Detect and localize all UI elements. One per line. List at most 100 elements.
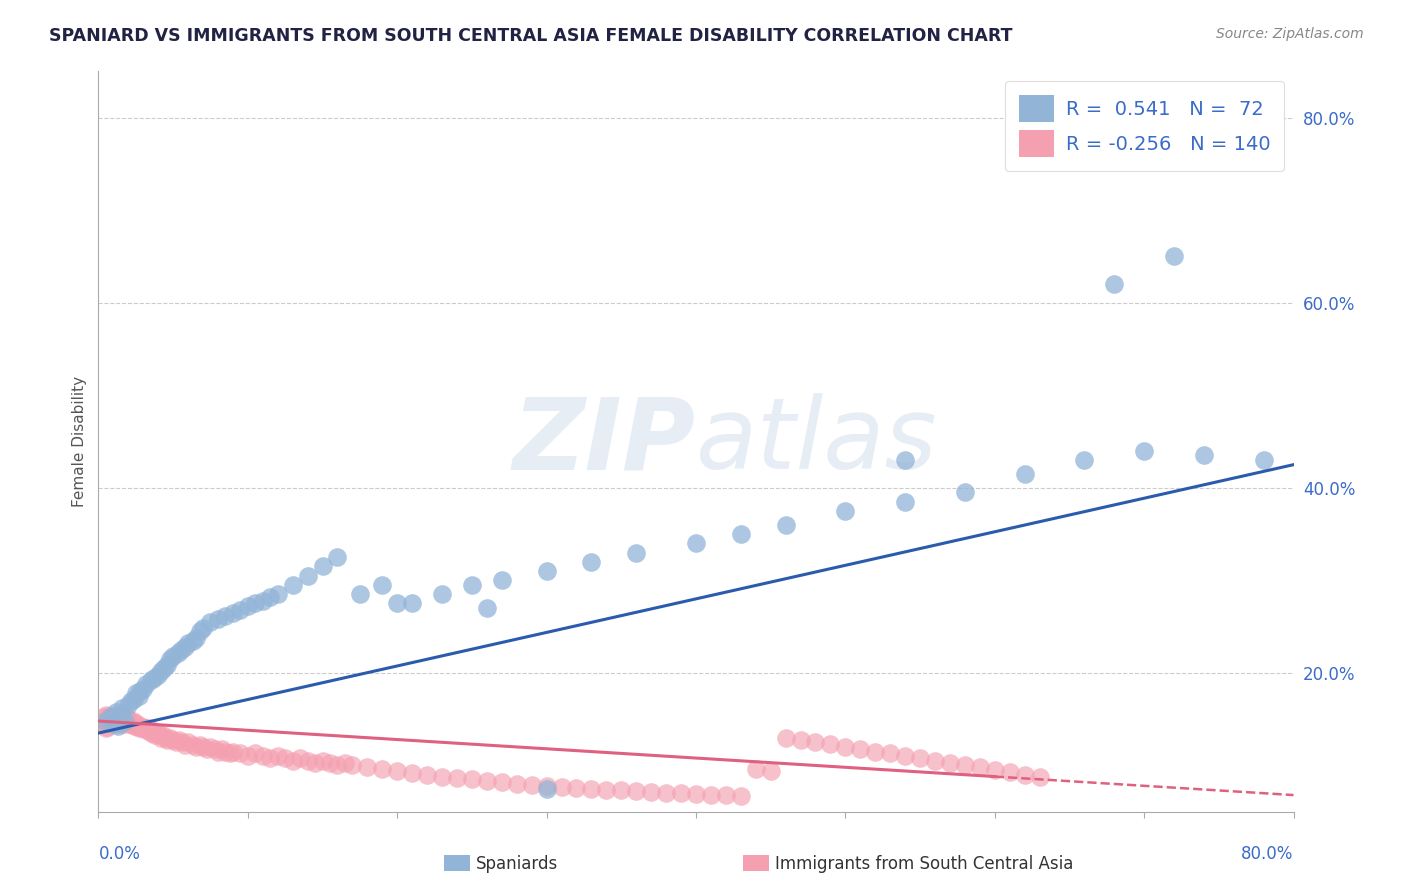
Point — [229, 747, 252, 761]
Point — [879, 747, 901, 761]
Point — [610, 783, 633, 797]
Text: Spaniards: Spaniards — [477, 855, 558, 872]
Point — [105, 705, 128, 719]
Point — [536, 564, 558, 578]
Point — [759, 764, 782, 778]
Point — [491, 775, 513, 789]
Point — [111, 701, 134, 715]
Point — [252, 749, 274, 764]
Point — [655, 786, 678, 800]
Point — [111, 716, 134, 731]
Point — [134, 722, 156, 736]
Point — [200, 615, 222, 629]
Point — [401, 597, 423, 611]
Point — [181, 633, 204, 648]
Point — [156, 658, 179, 673]
Point — [101, 712, 124, 726]
Point — [118, 714, 141, 728]
Point — [155, 731, 177, 745]
Point — [356, 760, 378, 774]
Point — [105, 714, 128, 728]
Point — [969, 760, 991, 774]
Point — [685, 536, 707, 550]
Point — [188, 738, 211, 752]
Point — [162, 649, 184, 664]
Point — [108, 714, 131, 728]
Point — [211, 741, 233, 756]
Point — [998, 764, 1021, 779]
Point — [136, 722, 159, 736]
Point — [110, 711, 132, 725]
Point — [1028, 770, 1050, 784]
Point — [565, 780, 588, 795]
Point — [259, 590, 281, 604]
Point — [153, 661, 176, 675]
Point — [120, 716, 142, 731]
Point — [581, 781, 603, 796]
Point — [775, 517, 797, 532]
Point — [371, 762, 394, 776]
Point — [149, 728, 172, 742]
Point — [288, 751, 311, 765]
Point — [125, 686, 148, 700]
Point — [104, 711, 127, 725]
Point — [685, 787, 707, 801]
Point — [98, 710, 122, 724]
Point — [107, 716, 129, 731]
Point — [333, 756, 356, 770]
Point — [156, 732, 179, 747]
Point — [236, 749, 259, 764]
Point — [166, 646, 188, 660]
Point — [461, 772, 484, 787]
Text: Immigrants from South Central Asia: Immigrants from South Central Asia — [775, 855, 1073, 872]
Point — [139, 726, 162, 740]
Point — [326, 550, 349, 565]
Point — [626, 784, 648, 798]
Point — [730, 789, 752, 803]
Point — [148, 726, 170, 740]
Point — [849, 741, 872, 756]
Point — [112, 714, 135, 728]
Point — [894, 494, 917, 508]
Point — [820, 737, 842, 751]
Point — [1104, 277, 1126, 292]
Point — [939, 756, 962, 770]
Point — [96, 720, 118, 734]
Point — [953, 758, 976, 772]
Point — [430, 587, 453, 601]
Point — [342, 758, 364, 772]
Point — [98, 710, 122, 724]
Point — [626, 545, 648, 560]
Point — [174, 640, 197, 654]
Text: Source: ZipAtlas.com: Source: ZipAtlas.com — [1216, 27, 1364, 41]
Text: 0.0%: 0.0% — [98, 845, 141, 863]
Point — [984, 763, 1007, 777]
Point — [177, 636, 200, 650]
Point — [304, 756, 326, 770]
Point — [1253, 453, 1275, 467]
Point — [550, 780, 572, 794]
Point — [349, 587, 371, 601]
Point — [167, 732, 190, 747]
Point — [114, 714, 136, 728]
Point — [461, 578, 484, 592]
Point — [326, 758, 349, 772]
Point — [274, 751, 297, 765]
Point — [159, 731, 181, 745]
Point — [700, 788, 723, 802]
Point — [385, 764, 409, 778]
Point — [714, 788, 737, 802]
Point — [135, 677, 157, 691]
Point — [385, 597, 409, 611]
Point — [152, 728, 174, 742]
Point — [245, 597, 267, 611]
Point — [142, 671, 165, 685]
Point — [371, 578, 394, 592]
Point — [222, 606, 245, 620]
Point — [953, 485, 976, 500]
Point — [114, 709, 136, 723]
Point — [127, 719, 149, 733]
Text: ZIP: ZIP — [513, 393, 696, 490]
Point — [139, 673, 162, 688]
Point — [311, 559, 333, 574]
